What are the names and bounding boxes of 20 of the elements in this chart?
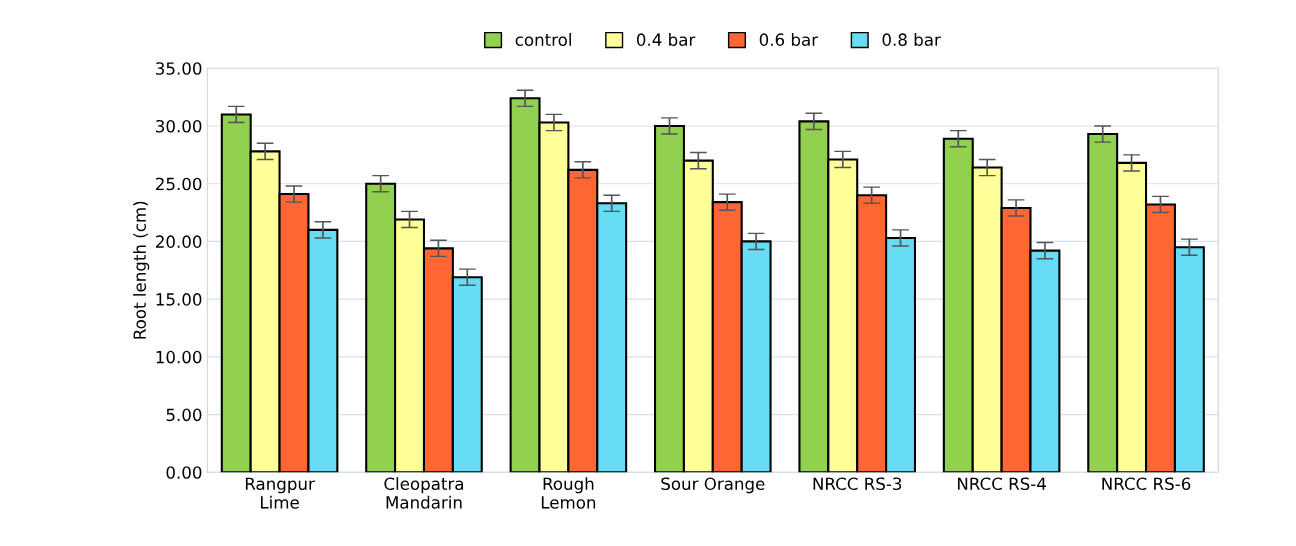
legend-label: 0.4 bar — [636, 33, 696, 46]
y-tick-label: 30.00 — [156, 119, 202, 133]
x-tick-label: Rough Lemon — [541, 477, 596, 509]
x-tick-label: Rangpur Lime — [245, 477, 315, 509]
y-tick-label: 15.00 — [156, 293, 202, 306]
y-tick-label: 10.00 — [156, 350, 202, 364]
legend-label: 0.6 bar — [759, 33, 819, 46]
x-tick-label: NRCC RS-4 — [957, 477, 1046, 491]
y-tick-label: 0.00 — [166, 466, 202, 479]
y-tick-label: 35.00 — [156, 62, 202, 75]
legend-label: 0.8 bar — [882, 33, 941, 46]
x-tick-label: NRCC RS-6 — [1102, 477, 1191, 491]
y-axis-title: Root length (cm) — [133, 201, 150, 339]
legend-label: control — [515, 33, 571, 46]
x-tick-label: Cleopatra Mandarin — [384, 477, 464, 509]
x-tick-label: NRCC RS-3 — [813, 477, 902, 491]
x-tick-label: Sour Orange — [661, 477, 765, 494]
y-tick-label: 25.00 — [156, 177, 202, 191]
y-tick-label: 5.00 — [166, 408, 202, 422]
y-tick-label: 20.00 — [156, 235, 202, 248]
